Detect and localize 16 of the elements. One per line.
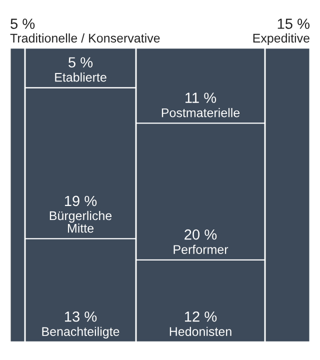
category-label: Traditionelle / Konservative — [10, 33, 160, 43]
category-label: Benachteiligte — [42, 326, 120, 338]
data-label: 11 % — [186, 92, 216, 103]
category-label: Etablierte — [55, 72, 106, 82]
category-label: Postmaterielle — [162, 108, 240, 118]
data-label: 13 % — [64, 311, 97, 322]
category-label: Hedonisten — [170, 326, 232, 336]
data-label: 15 % — [278, 18, 310, 29]
category-label: Performer — [174, 244, 228, 254]
data-label: 5 % — [10, 18, 35, 29]
data-label: 5 % — [68, 57, 93, 68]
category-label: Expeditive — [253, 33, 310, 46]
data-label: 19 % — [64, 196, 97, 206]
data-label: 12 % — [184, 311, 217, 322]
category-label: Bürgerliche Mitte — [50, 210, 112, 233]
data-label: 20 % — [184, 229, 217, 240]
